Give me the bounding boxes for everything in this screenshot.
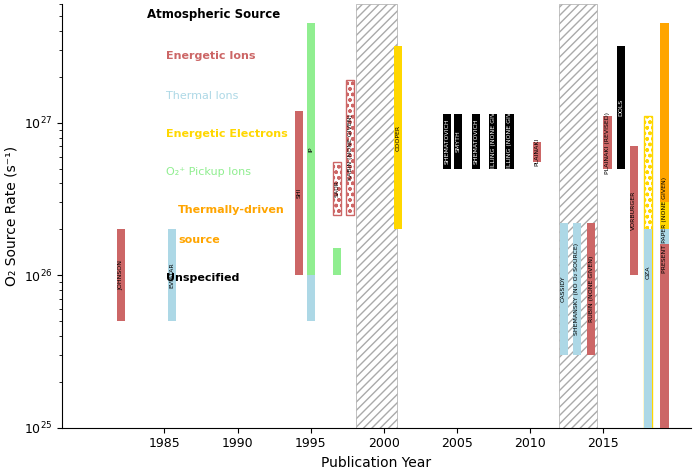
Text: DOLS: DOLS bbox=[618, 99, 623, 116]
Bar bbox=[489, 113, 498, 169]
Bar bbox=[587, 223, 596, 355]
Text: Thermal Ions: Thermal Ions bbox=[166, 91, 238, 101]
Bar bbox=[306, 23, 315, 275]
Text: PLAINAKI (REVISED): PLAINAKI (REVISED) bbox=[605, 111, 610, 173]
Text: VORBURGER: VORBURGER bbox=[631, 191, 637, 230]
Bar bbox=[472, 113, 480, 169]
Bar bbox=[630, 146, 638, 275]
Text: SMYTH: SMYTH bbox=[456, 130, 461, 152]
Text: Unspecified: Unspecified bbox=[166, 273, 239, 283]
Bar bbox=[660, 244, 669, 428]
Bar bbox=[295, 111, 303, 275]
Bar bbox=[559, 223, 568, 355]
Bar bbox=[443, 113, 450, 169]
Text: JOHNSON: JOHNSON bbox=[118, 260, 123, 290]
Text: SCHILLING (NONE GIVEN): SCHILLING (NONE GIVEN) bbox=[507, 101, 512, 181]
Bar bbox=[603, 117, 612, 169]
Text: OZA: OZA bbox=[646, 265, 651, 279]
Bar bbox=[660, 229, 669, 428]
Bar bbox=[660, 23, 669, 428]
Bar bbox=[394, 46, 402, 229]
Text: source: source bbox=[179, 235, 220, 245]
Text: COOPER: COOPER bbox=[396, 125, 401, 151]
Text: PRESENT PAPER (NONE GIVEN): PRESENT PAPER (NONE GIVEN) bbox=[662, 177, 667, 273]
Text: SHEMATOVICH: SHEMATOVICH bbox=[444, 118, 449, 164]
Text: Energetic Ions: Energetic Ions bbox=[166, 51, 255, 61]
Text: Energetic Electrons: Energetic Electrons bbox=[166, 129, 288, 139]
Bar bbox=[356, 4, 397, 428]
Bar bbox=[533, 142, 541, 162]
Bar bbox=[333, 162, 341, 215]
Bar bbox=[573, 223, 581, 355]
Bar bbox=[306, 275, 315, 321]
Text: Thermally-driven: Thermally-driven bbox=[179, 205, 285, 215]
Y-axis label: O₂ Source Rate (s⁻¹): O₂ Source Rate (s⁻¹) bbox=[4, 146, 18, 286]
Text: SHI: SHI bbox=[297, 188, 302, 198]
Text: EVIATAR: EVIATAR bbox=[169, 262, 174, 288]
Text: SAUR: SAUR bbox=[334, 180, 339, 197]
Bar bbox=[644, 229, 653, 428]
Bar bbox=[333, 248, 341, 275]
Bar bbox=[616, 46, 625, 169]
Text: KABIN (NONE GIVEN): KABIN (NONE GIVEN) bbox=[348, 114, 352, 180]
Bar bbox=[346, 80, 354, 215]
Text: IP: IP bbox=[308, 146, 313, 152]
Text: SHEMANSKY (NO O₂ SOURCE): SHEMANSKY (NO O₂ SOURCE) bbox=[574, 243, 579, 335]
Text: O₂⁺ Pickup Ions: O₂⁺ Pickup Ions bbox=[166, 167, 251, 177]
Text: SHEMATOVICH: SHEMATOVICH bbox=[473, 118, 478, 164]
Bar bbox=[455, 113, 462, 169]
Bar bbox=[644, 117, 653, 428]
Text: RUBIN (NONE GIVEN): RUBIN (NONE GIVEN) bbox=[589, 255, 594, 322]
Text: CASSIDY: CASSIDY bbox=[561, 275, 566, 302]
Bar bbox=[117, 229, 124, 321]
X-axis label: Publication Year: Publication Year bbox=[321, 456, 432, 470]
Text: PLAINAKI: PLAINAKI bbox=[534, 138, 540, 166]
Text: Atmospheric Source: Atmospheric Source bbox=[147, 9, 280, 21]
Bar bbox=[505, 113, 514, 169]
Bar bbox=[559, 4, 597, 428]
Bar bbox=[660, 202, 669, 229]
Bar bbox=[167, 229, 176, 321]
Text: SCHILLING (NONE GIVEN): SCHILLING (NONE GIVEN) bbox=[491, 101, 496, 181]
